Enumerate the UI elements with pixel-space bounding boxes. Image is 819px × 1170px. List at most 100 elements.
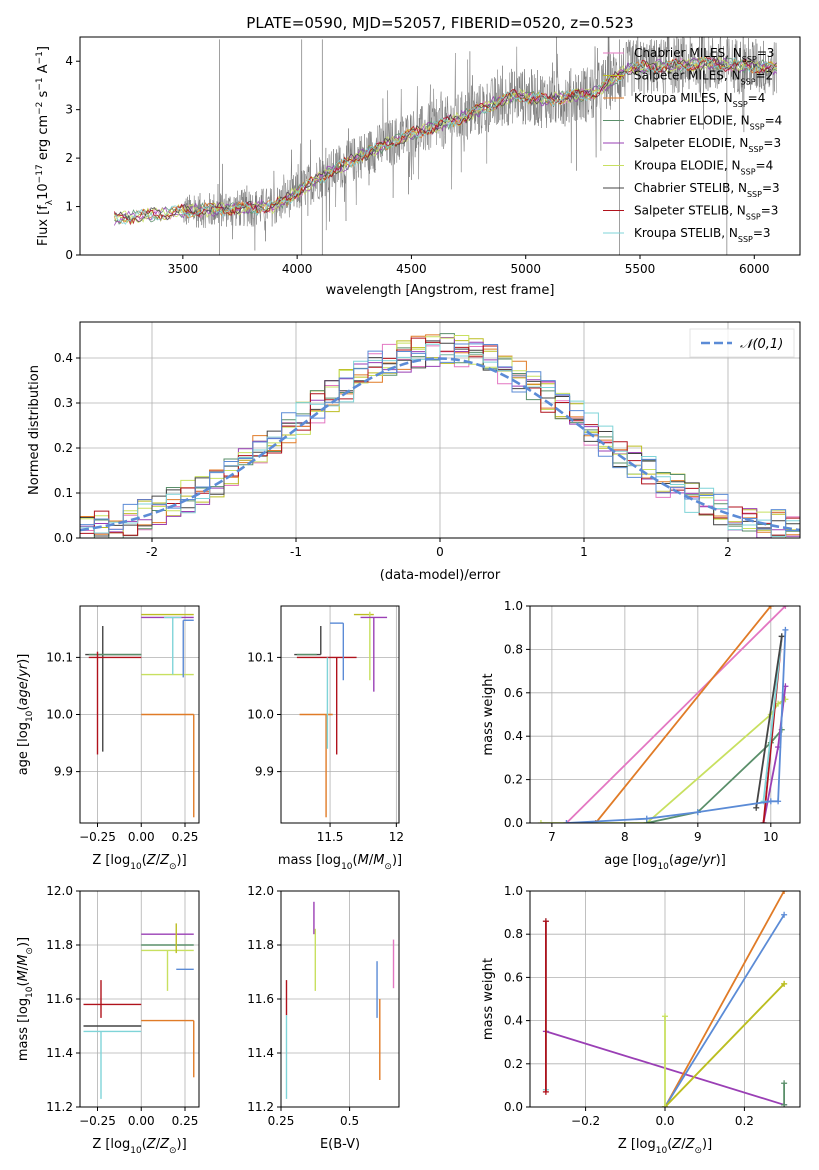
y-tick-label: 0.4 xyxy=(54,351,73,365)
x-tick-label: 11.5 xyxy=(317,830,344,844)
histogram-group xyxy=(80,333,800,538)
y-tick-label: 1 xyxy=(65,200,73,214)
y-axis-label: mass [log10(M/M⊙)] xyxy=(16,937,35,1061)
x-tick-label: -2 xyxy=(146,545,158,559)
x-tick-label: 4000 xyxy=(282,262,313,276)
axes-frame xyxy=(79,36,801,256)
y-axis-label: mass weight xyxy=(481,673,496,755)
y-tick-label: 10.0 xyxy=(46,708,73,722)
x-tick-label: 0.25 xyxy=(172,830,199,844)
y-tick-label: 12.0 xyxy=(247,884,274,898)
x-tick-label: 0.00 xyxy=(128,1114,155,1128)
mass-weight-line xyxy=(646,729,783,823)
mass-weight-line xyxy=(755,636,783,808)
y-tick-label: 11.8 xyxy=(247,938,274,952)
x-tick-label: 12 xyxy=(389,830,404,844)
x-axis-label: mass [log10(M/M⊙)] xyxy=(278,853,402,872)
line-series-group xyxy=(537,606,789,823)
errorbar-group xyxy=(85,613,195,818)
y-tick-label: 9.9 xyxy=(54,765,73,779)
y-tick-label: 11.6 xyxy=(46,992,73,1006)
y-tick-label: 4 xyxy=(65,54,73,68)
x-tick-label: 10 xyxy=(763,830,778,844)
x-axis-label: age [log10(age/yr)] xyxy=(604,853,726,872)
x-tick-label: 8 xyxy=(621,830,629,844)
legend-label: Salpeter MILES, NSSP=2 xyxy=(634,69,773,87)
legend-label: Kroupa STELIB, NSSP=3 xyxy=(634,226,771,244)
legend-label: Kroupa MILES, NSSP=4 xyxy=(634,91,765,109)
x-tick-label: 2 xyxy=(724,545,732,559)
legend-label: Chabrier ELODIE, NSSP=4 xyxy=(634,114,782,132)
y-tick-label: 9.9 xyxy=(255,765,274,779)
plot-axes-layer: 3500 4000 4500 5000 5500 600001234PLATE=0590,… xyxy=(16,14,801,1156)
x-axis-label: (data-model)/error xyxy=(380,568,501,583)
y-tick-label: 12.0 xyxy=(46,884,73,898)
x-tick-label: 7 xyxy=(548,830,556,844)
mass-weight-line xyxy=(762,636,783,802)
y-tick-label: 2 xyxy=(65,151,73,165)
y-tick-label: 0.6 xyxy=(504,970,523,984)
mass-weight-line xyxy=(664,914,785,1107)
mass-weight-line xyxy=(594,606,772,823)
y-tick-label: 11.4 xyxy=(247,1046,274,1060)
y-tick-label: 0.8 xyxy=(504,642,523,656)
mass-weight-line xyxy=(566,629,787,823)
x-axis-label: Z [log10(Z/Z⊙)] xyxy=(618,1137,712,1156)
legend-label: Kroupa ELODIE, NSSP=4 xyxy=(634,159,773,177)
y-tick-label: 10.0 xyxy=(247,708,274,722)
x-tick-label: 6000 xyxy=(739,262,770,276)
observed-spectrum-line xyxy=(182,37,778,251)
histogram-step xyxy=(80,343,800,538)
x-tick-label: 0.00 xyxy=(128,830,155,844)
y-tick-label: 0.2 xyxy=(504,1057,523,1071)
mass-weight-line xyxy=(664,891,785,1107)
y-tick-label: 11.6 xyxy=(247,992,274,1006)
axes-frame xyxy=(529,605,801,824)
legend-label: Chabrier MILES, NSSP=3 xyxy=(634,46,774,64)
spectrum-group xyxy=(113,37,778,255)
mass-weight-line xyxy=(565,606,787,823)
x-tick-label: 0 xyxy=(436,545,444,559)
x-tick-label: 0.2 xyxy=(735,1114,754,1128)
x-tick-label: 4500 xyxy=(396,262,427,276)
y-tick-label: 0 xyxy=(65,248,73,262)
legend-label: Salpeter ELODIE, NSSP=3 xyxy=(634,136,781,154)
y-tick-label: 0.1 xyxy=(54,486,73,500)
legend-label: Salpeter STELIB, NSSP=3 xyxy=(634,204,778,222)
x-tick-label: 0.25 xyxy=(172,1114,199,1128)
errorbar-group xyxy=(294,611,388,818)
x-tick-label: −0.2 xyxy=(571,1114,600,1128)
x-tick-label: -1 xyxy=(290,545,302,559)
y-tick-label: 3 xyxy=(65,103,73,117)
y-axis-label: age [log10(age/yr)] xyxy=(16,654,35,776)
y-tick-label: 1.0 xyxy=(504,884,523,898)
y-axis-label: Normed distribution xyxy=(27,365,42,495)
y-tick-label: 10.1 xyxy=(46,650,73,664)
x-tick-label: −0.25 xyxy=(79,830,116,844)
x-tick-label: −0.25 xyxy=(79,1114,116,1128)
x-tick-label: 0.25 xyxy=(268,1114,295,1128)
errorbar-group xyxy=(83,923,195,1099)
x-axis-label: Z [log10(Z/Z⊙)] xyxy=(92,1137,186,1156)
y-tick-label: 0.0 xyxy=(54,531,73,545)
x-tick-label: 0.5 xyxy=(340,1114,359,1128)
chart-title: PLATE=0590, MJD=52057, FIBERID=0520, z=0… xyxy=(246,14,633,32)
legend-label: 𝒩(0,1) xyxy=(740,337,783,352)
x-tick-label: 1 xyxy=(580,545,588,559)
y-tick-label: 11.2 xyxy=(247,1100,274,1114)
x-tick-label: 9 xyxy=(694,830,702,844)
gaussian-reference-line xyxy=(80,357,800,532)
y-tick-label: 1.0 xyxy=(504,599,523,613)
y-tick-label: 0.4 xyxy=(504,729,523,743)
y-tick-label: 0.0 xyxy=(504,1100,523,1114)
legend-label: Chabrier STELIB, NSSP=3 xyxy=(634,181,780,199)
x-axis-label: Z [log10(Z/Z⊙)] xyxy=(92,853,186,872)
y-axis-label: mass weight xyxy=(481,958,496,1040)
mass-weight-line xyxy=(664,983,785,1107)
errorbar-group xyxy=(285,901,395,1099)
x-tick-label: 3500 xyxy=(168,262,199,276)
y-axis-label: Flux [fλ10−17 erg cm−2 s−1 A−1] xyxy=(35,46,55,246)
y-tick-label: 0.4 xyxy=(504,1014,523,1028)
x-tick-label: 5000 xyxy=(510,262,541,276)
